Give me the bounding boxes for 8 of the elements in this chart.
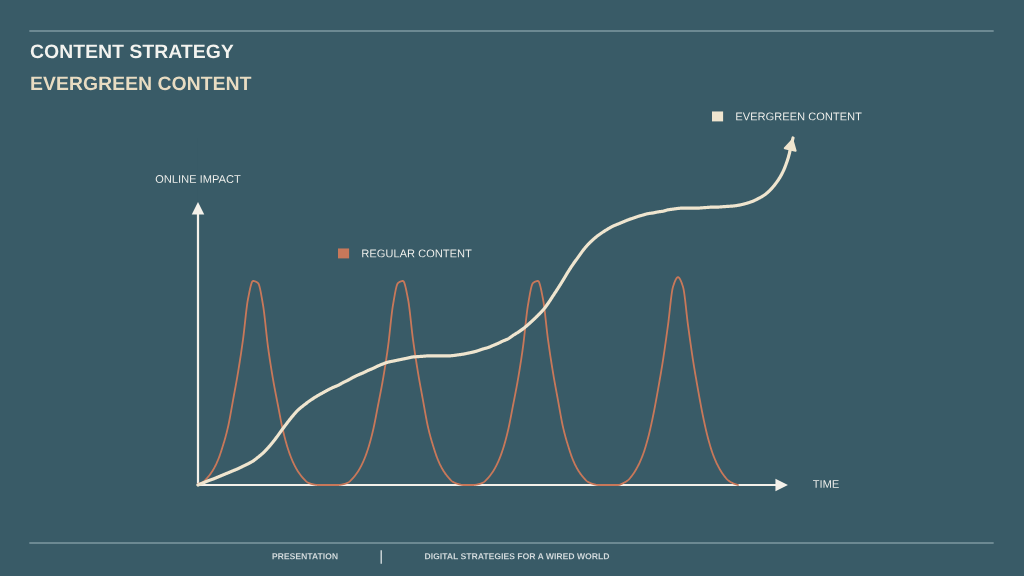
legend-label: REGULAR CONTENT [362, 249, 472, 258]
y-axis-title: ONLINE IMPACT [155, 175, 241, 183]
x-axis-title: TIME [812, 480, 839, 488]
text: PRESENTATION [272, 553, 338, 560]
legend-label: EVERGREEN CONTENT [736, 112, 862, 121]
chart-subtitle: EVERGREEN CONTENT [31, 76, 252, 91]
text: DIGITAL STRATEGIES FOR A WIRED WORLD [425, 553, 610, 560]
chart-title: CONTENT STRATEGY [30, 44, 234, 59]
